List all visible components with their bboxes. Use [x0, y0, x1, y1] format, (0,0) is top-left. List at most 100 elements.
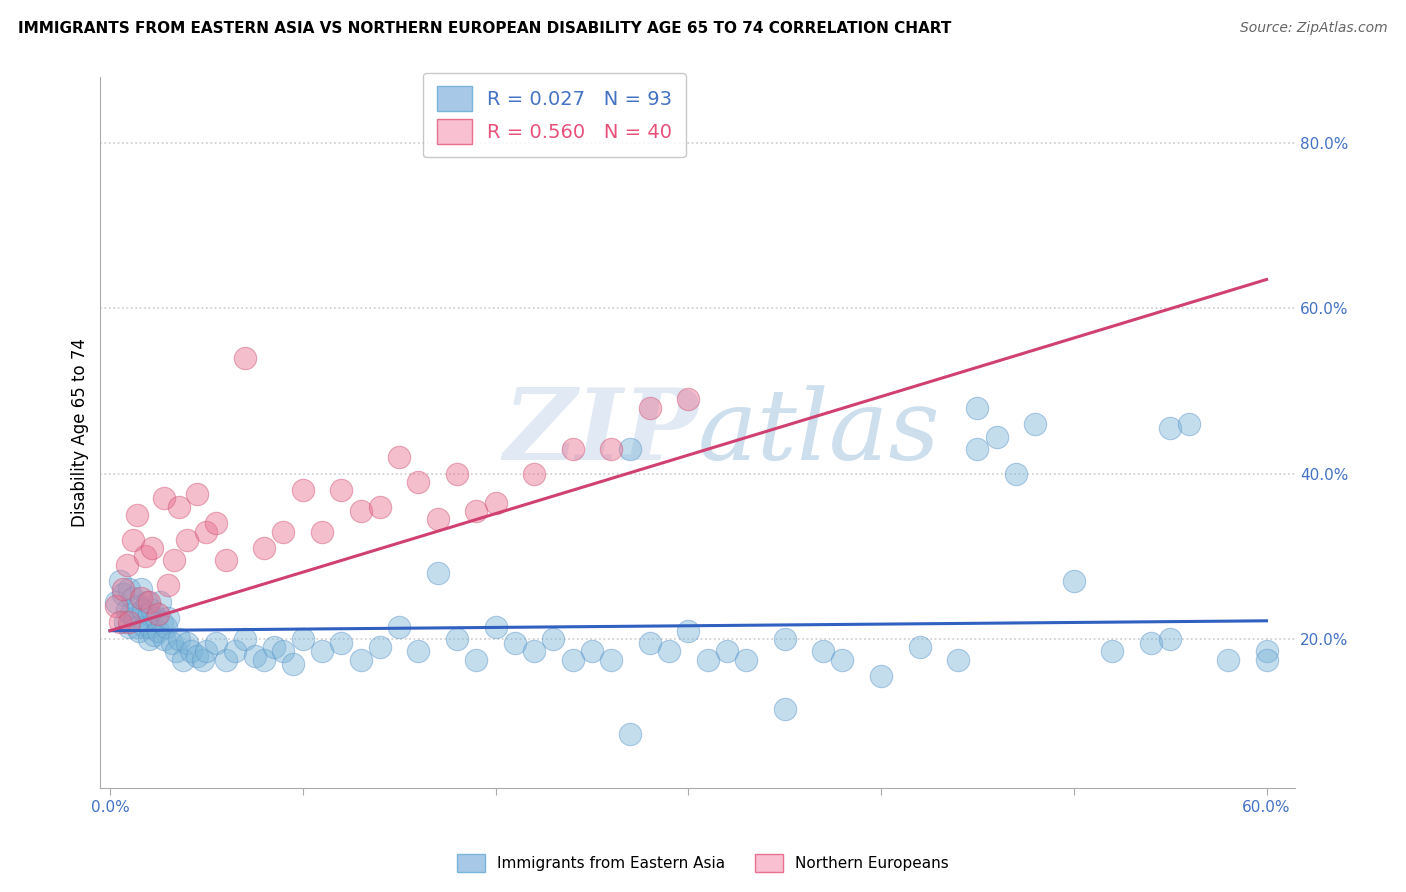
Point [122, 533, 145, 547]
Point [118, 615, 141, 630]
Point [205, 636, 228, 650]
Point [253, 653, 276, 667]
Point [638, 401, 661, 415]
Point [581, 644, 603, 658]
Point [619, 727, 641, 741]
Point [368, 500, 391, 514]
Point [148, 607, 170, 622]
Point [1005, 467, 1028, 481]
Point [186, 648, 208, 663]
Point [291, 632, 314, 646]
Point [349, 504, 371, 518]
Point [125, 508, 148, 522]
Point [150, 615, 173, 630]
Point [465, 504, 488, 518]
Point [1256, 653, 1278, 667]
Point [118, 619, 141, 633]
Point [773, 632, 796, 646]
Point [155, 619, 177, 633]
Point [233, 351, 256, 365]
Point [120, 607, 142, 622]
Point [104, 595, 127, 609]
Point [1216, 653, 1239, 667]
Point [117, 603, 139, 617]
Point [160, 636, 183, 650]
Point [1159, 421, 1181, 435]
Point [273, 644, 295, 658]
Point [138, 632, 160, 646]
Point [205, 516, 228, 531]
Point [281, 657, 304, 671]
Point [134, 619, 156, 633]
Point [311, 524, 333, 539]
Point [195, 644, 218, 658]
Point [503, 636, 526, 650]
Point [946, 653, 969, 667]
Point [112, 582, 135, 597]
Text: atlas: atlas [697, 384, 941, 480]
Point [112, 586, 135, 600]
Legend: Immigrants from Eastern Asia, Northern Europeans: Immigrants from Eastern Asia, Northern E… [450, 846, 956, 880]
Point [132, 603, 155, 617]
Point [446, 467, 468, 481]
Point [108, 574, 131, 589]
Point [986, 429, 1008, 443]
Point [176, 636, 198, 650]
Point [139, 619, 162, 633]
Point [1140, 636, 1163, 650]
Point [408, 475, 430, 489]
Point [811, 644, 834, 658]
Point [224, 644, 246, 658]
Point [108, 615, 131, 630]
Point [172, 653, 194, 667]
Point [128, 599, 150, 613]
Point [1101, 644, 1123, 658]
Point [162, 553, 184, 567]
Point [128, 624, 150, 638]
Point [388, 619, 411, 633]
Point [169, 632, 191, 646]
Y-axis label: Disability Age 65 to 74: Disability Age 65 to 74 [72, 338, 89, 527]
Point [291, 483, 314, 498]
Text: ZIP: ZIP [503, 384, 697, 481]
Point [1256, 644, 1278, 658]
Point [138, 595, 160, 609]
Point [104, 599, 127, 613]
Point [966, 401, 988, 415]
Point [125, 619, 148, 633]
Point [543, 632, 565, 646]
Point [156, 578, 179, 592]
Point [145, 611, 167, 625]
Point [368, 640, 391, 655]
Point [773, 702, 796, 716]
Text: IMMIGRANTS FROM EASTERN ASIA VS NORTHERN EUROPEAN DISABILITY AGE 65 TO 74 CORREL: IMMIGRANTS FROM EASTERN ASIA VS NORTHERN… [18, 21, 952, 36]
Point [330, 483, 353, 498]
Point [129, 582, 152, 597]
Point [253, 541, 276, 555]
Point [349, 653, 371, 667]
Point [484, 619, 506, 633]
Point [138, 607, 160, 622]
Point [870, 669, 893, 683]
Point [908, 640, 931, 655]
Point [716, 644, 738, 658]
Point [143, 628, 166, 642]
Point [408, 644, 430, 658]
Point [233, 632, 256, 646]
Point [191, 653, 214, 667]
Point [561, 653, 583, 667]
Point [966, 442, 988, 456]
Point [465, 653, 488, 667]
Point [735, 653, 758, 667]
Point [141, 541, 163, 555]
Point [134, 549, 156, 564]
Point [186, 487, 208, 501]
Point [523, 644, 546, 658]
Point [153, 491, 176, 506]
Point [114, 615, 136, 630]
Point [446, 632, 468, 646]
Point [214, 553, 236, 567]
Point [124, 611, 146, 625]
Point [169, 500, 191, 514]
Point [1063, 574, 1085, 589]
